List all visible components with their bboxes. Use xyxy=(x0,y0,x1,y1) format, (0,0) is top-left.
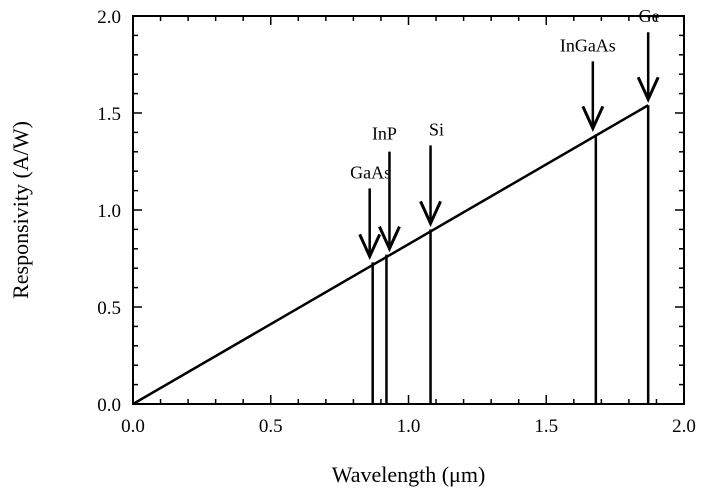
cutoff-lines xyxy=(371,105,650,404)
y-axis-title: Responsivity (A/W) xyxy=(8,121,33,299)
axis-tick-labels: 0.0 0.5 1.0 1.5 2.0 0.0 0.5 1.0 1.5 2.0 xyxy=(97,7,696,437)
annotation-label-ingaas: InGaAs xyxy=(560,35,616,55)
y-tick-label: 0.0 xyxy=(97,395,121,416)
arrow-head-inp xyxy=(378,225,401,253)
arrow-head-ingaas xyxy=(581,105,605,132)
plot-area-border xyxy=(132,15,685,405)
arrow-head-si xyxy=(419,200,442,228)
annotation-labels: GaAs InP Si InGaAs Ge xyxy=(350,6,660,182)
arrow-head-ge xyxy=(636,76,660,103)
annotation-arrows xyxy=(358,32,660,261)
x-tick-label: 0.5 xyxy=(259,416,283,437)
annotation-label-gaas: GaAs xyxy=(350,162,391,182)
series-layer xyxy=(132,104,649,406)
x-tick-label: 1.0 xyxy=(397,416,421,437)
responsivity-line xyxy=(132,104,649,406)
annotation-label-ge: Ge xyxy=(639,6,660,26)
x-tick-label: 0.0 xyxy=(121,416,145,437)
y-tick-label: 0.5 xyxy=(97,298,121,319)
x-tick-label: 2.0 xyxy=(672,416,696,437)
y-tick-label: 1.0 xyxy=(97,201,121,222)
axis-ticks xyxy=(132,15,685,405)
arrow-head-gaas xyxy=(358,233,382,261)
plot-frame xyxy=(132,15,685,405)
y-tick-label: 1.5 xyxy=(97,104,121,125)
annotation-label-si: Si xyxy=(429,119,444,139)
annotation-label-inp: InP xyxy=(372,124,397,144)
x-tick-label: 1.5 xyxy=(534,416,558,437)
x-axis-title: Wavelength (μm) xyxy=(332,462,486,487)
y-tick-label: 2.0 xyxy=(97,7,121,28)
